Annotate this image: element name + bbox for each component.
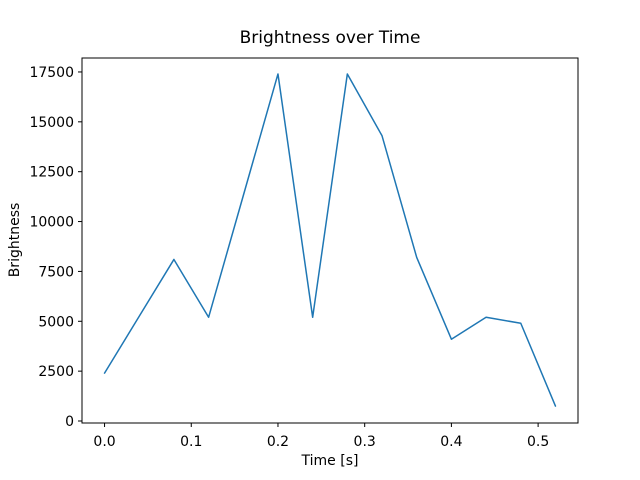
y-axis-label: Brightness (7, 202, 23, 278)
y-tick-label: 5000 (38, 314, 74, 330)
x-axis-label: Time [s] (301, 453, 359, 469)
x-tick-label: 0.4 (440, 434, 462, 450)
y-tick-label: 12500 (29, 165, 74, 181)
y-tick-label: 17500 (29, 65, 74, 81)
x-tick-label: 0.3 (354, 434, 376, 450)
y-tick-label: 7500 (38, 264, 74, 280)
brightness-data-line (103, 73, 557, 407)
y-tick-label: 0 (65, 414, 74, 430)
x-tick-label: 0.2 (267, 434, 289, 450)
x-tick-label: 0.1 (180, 434, 202, 450)
axes-background (82, 58, 578, 423)
axes-spines (81, 57, 579, 424)
y-tick-label: 2500 (38, 364, 74, 380)
y-tick-label: 15000 (29, 115, 74, 131)
y-tick-label: 10000 (29, 215, 74, 231)
x-tick-label: 0.5 (527, 434, 549, 450)
chart-title: Brightness over Time (239, 28, 421, 48)
x-tick-label: 0.0 (93, 434, 115, 450)
